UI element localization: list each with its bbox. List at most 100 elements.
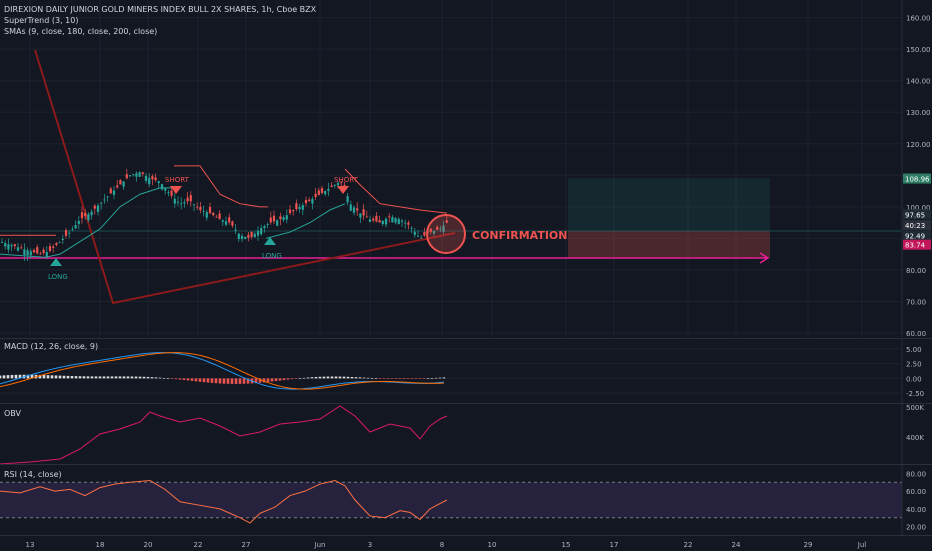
candle-body xyxy=(109,188,112,194)
candle-body xyxy=(106,196,109,198)
price-badge-label: 92.49 xyxy=(905,233,925,241)
candle-body xyxy=(100,202,103,204)
confirmation-circle[interactable] xyxy=(426,214,466,254)
macd-histogram-bar xyxy=(54,375,58,379)
candle-body xyxy=(301,205,304,210)
macd-histogram-bar xyxy=(254,378,258,384)
macd-histogram-bar xyxy=(398,378,402,380)
candle-body xyxy=(359,213,362,218)
support-arrow-head xyxy=(759,252,770,264)
obv-label[interactable]: OBV xyxy=(4,409,22,418)
candle-body xyxy=(128,175,132,177)
rsi-pane[interactable]: 80.00 60.00 40.00 20.00 RSI (14, close) xyxy=(0,464,932,535)
confirmation-label[interactable]: CONFIRMATION xyxy=(472,229,567,242)
macd-histogram-bar xyxy=(186,378,190,381)
candle-body xyxy=(125,174,128,179)
macd-histogram-bar xyxy=(218,378,222,384)
macd-histogram-bar xyxy=(322,376,326,379)
candle-body xyxy=(199,206,202,211)
macd-histogram-bar xyxy=(378,378,382,379)
macd-histogram-bar xyxy=(402,378,406,380)
obv-line xyxy=(0,405,448,464)
candle-body xyxy=(221,220,224,222)
macd-histogram-bar xyxy=(414,378,418,379)
candle-body xyxy=(180,203,183,205)
macd-histogram-bar xyxy=(394,378,398,379)
time-tick-label: 17 xyxy=(610,541,619,549)
macd-histogram-bar xyxy=(38,374,42,379)
macd-histogram-bar xyxy=(2,375,6,379)
macd-histogram-bar xyxy=(58,375,62,379)
candle-body xyxy=(48,246,52,251)
obv-pane[interactable]: 500K 400K OBV xyxy=(0,403,932,464)
smas-legend[interactable]: SMAs (9, close, 180, close, 200, close) xyxy=(4,27,158,36)
price-tick-label: 160.00 xyxy=(906,15,931,23)
macd-label[interactable]: MACD (12, 26, close, 9) xyxy=(4,342,99,351)
candle-body xyxy=(362,209,365,216)
candle-body xyxy=(352,207,356,213)
candle-body xyxy=(250,231,253,237)
symbol-title[interactable]: DIREXION DAILY JUNIOR GOLD MINERS INDEX … xyxy=(4,5,317,14)
macd-histogram-bar xyxy=(134,376,138,379)
candle-body xyxy=(176,201,180,203)
candle-body xyxy=(263,226,266,229)
candle-body xyxy=(240,235,244,240)
price-tick-label: 100.00 xyxy=(906,204,931,212)
candle-body xyxy=(84,213,87,217)
candle-body xyxy=(228,217,231,223)
candle-body xyxy=(189,195,192,202)
candlesticks xyxy=(0,168,448,262)
candle-body xyxy=(285,215,288,220)
macd-histogram-bar xyxy=(334,376,338,379)
macd-histogram-bar xyxy=(142,376,146,379)
candle-body xyxy=(192,204,196,206)
macd-histogram-bar xyxy=(154,377,158,379)
time-axis[interactable]: 13 18 20 22 27 Jun 3 8 10 15 17 22 24 29 Jul xyxy=(0,535,932,551)
macd-histogram-bar xyxy=(0,375,2,379)
macd-pane[interactable]: 5.00 2.50 0.00 -2.50 MACD (12, 26, close, 9… xyxy=(0,338,932,403)
rsi-label[interactable]: RSI (14, close) xyxy=(4,470,62,479)
price-tick-label: 70.00 xyxy=(906,298,926,306)
candle-body xyxy=(247,234,250,238)
position-loss-zone[interactable] xyxy=(568,231,770,258)
macd-histogram-bar xyxy=(390,378,394,379)
candle-body xyxy=(253,233,256,238)
candle-body xyxy=(160,184,164,190)
candle-body xyxy=(151,176,154,180)
macd-histogram-bar xyxy=(46,375,50,379)
rsi-tick-label: 20.00 xyxy=(906,524,926,532)
price-tick-label: 120.00 xyxy=(906,141,931,149)
rsi-tick-label: 60.00 xyxy=(906,488,926,496)
macd-histogram-bar xyxy=(14,374,18,379)
price-badge-label: 83.74 xyxy=(905,242,926,250)
candle-body xyxy=(272,215,276,222)
position-profit-zone[interactable] xyxy=(568,178,770,231)
candle-body xyxy=(42,249,45,254)
candle-body xyxy=(404,222,407,224)
candle-body xyxy=(93,205,96,209)
macd-histogram-bar xyxy=(166,378,170,379)
macd-histogram-bar xyxy=(274,378,278,382)
macd-histogram-bar xyxy=(182,378,186,380)
macd-histogram-bar xyxy=(126,376,130,379)
macd-tick-label: 5.00 xyxy=(906,346,922,354)
candle-body xyxy=(116,185,119,188)
supertrend-legend[interactable]: SuperTrend (3, 10) xyxy=(4,16,79,25)
candle-body xyxy=(423,232,426,236)
macd-histogram-bar xyxy=(18,374,22,379)
macd-histogram-bar xyxy=(242,378,246,384)
trend-line-drawing[interactable] xyxy=(34,49,456,305)
candle-body xyxy=(381,220,384,225)
price-chart[interactable]: LONG SHORT LONG SHORT CONFIRMATION 160.0… xyxy=(0,0,932,337)
macd-histogram-bar xyxy=(418,378,422,379)
time-tick-label: 29 xyxy=(804,541,813,549)
macd-histogram-bar xyxy=(6,375,10,379)
candle-body xyxy=(260,228,263,235)
macd-histogram-bar xyxy=(286,378,290,380)
candle-body xyxy=(96,205,100,212)
candle-body xyxy=(0,242,4,243)
rsi-tick-label: 80.00 xyxy=(906,470,926,478)
candle-body xyxy=(52,246,55,248)
candle-body xyxy=(349,204,352,211)
price-pane[interactable]: LONG SHORT LONG SHORT CONFIRMATION 160.0… xyxy=(0,0,932,337)
